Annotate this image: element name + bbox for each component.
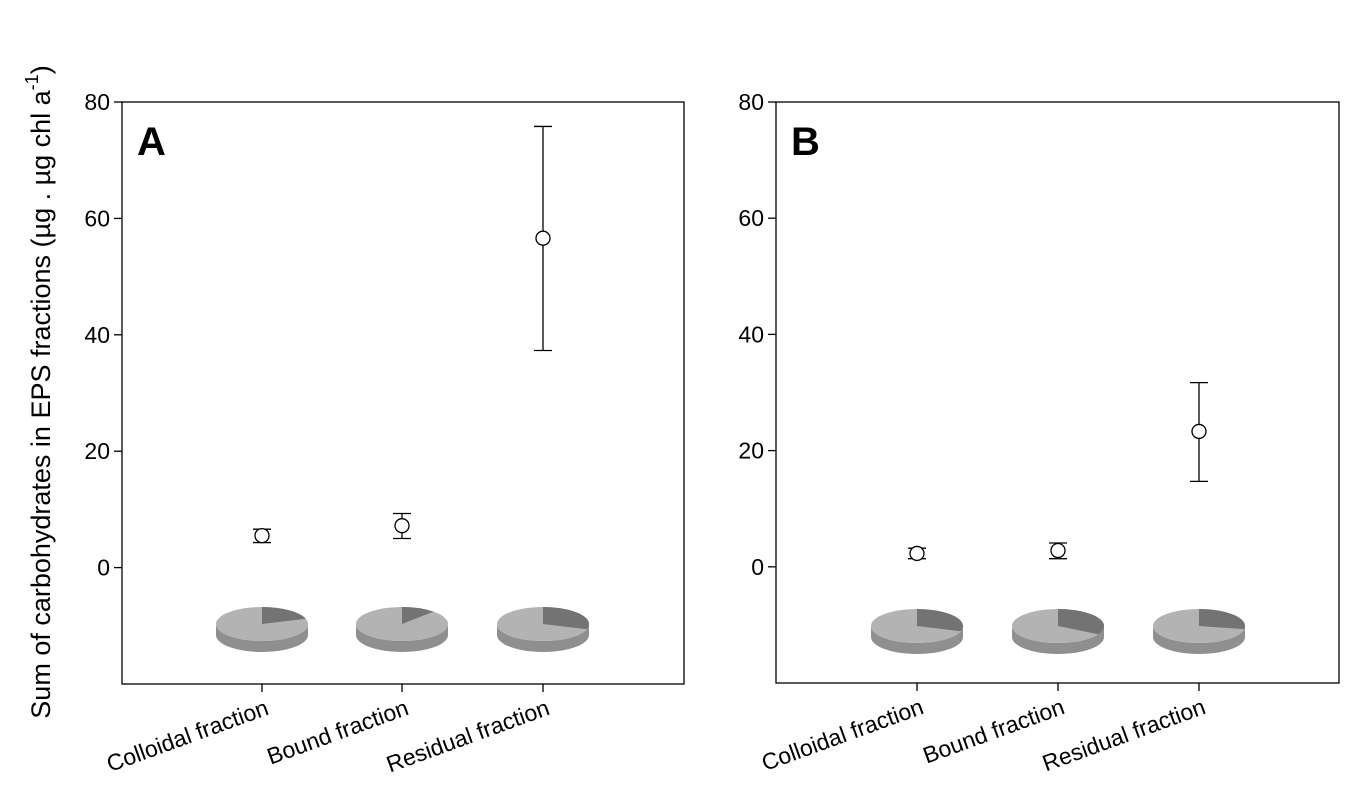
panel-b-pie-2-side: [1153, 626, 1245, 654]
panel-a-ytick-label-40: 40: [84, 322, 110, 348]
panel-a-pie-0: [216, 607, 308, 652]
panel-a-marker-0: [254, 527, 270, 544]
panel-a-ytick-label-20: 20: [84, 438, 110, 464]
panel-b-pie-0-slice-dark: [917, 609, 964, 632]
panel-a-letter: A: [137, 120, 166, 164]
panel-b-category-label-0: Colloidal fraction: [758, 693, 927, 776]
panel-a-marker-2: [535, 230, 551, 246]
panel-a-pie-1-side: [356, 624, 448, 652]
panel-b-pie-0: [871, 609, 964, 654]
panel-b-ytick-label-40: 40: [738, 321, 764, 347]
panel-b-category-label-2: Residual fraction: [1039, 693, 1209, 776]
panel-a-ytick-label-60: 60: [84, 205, 110, 231]
y-axis-label-main: Sum of carbohydrates in EPS fractions (µ…: [26, 89, 56, 718]
panel-b-pie-1-side: [1012, 626, 1104, 654]
panel-b-marker-2: [1191, 423, 1207, 440]
panel-b-pie-1-slice-dark: [1058, 609, 1104, 635]
panel-b-marker-0: [909, 545, 925, 562]
panel-a-ytick-label-80: 80: [84, 89, 110, 115]
panel-a-plot-frame: [121, 101, 685, 685]
panel-a-pie-1: [356, 607, 448, 652]
panel-a-pie-0-side: [216, 624, 308, 652]
panel-b-ytick-label-80: 80: [738, 89, 764, 115]
panel-a-category-label-2: Residual fraction: [383, 694, 553, 777]
panel-a-pie-2-slice-dark: [543, 607, 589, 630]
panel-b-ytick-label-0: 0: [751, 554, 764, 580]
panel-b-pie-2: [1153, 609, 1245, 654]
panel-b-pie-2-slice-dark: [1199, 609, 1245, 630]
panel-a-pie-2-side: [497, 624, 589, 652]
panel-b-plot-frame: [775, 101, 1340, 684]
panel-a-marker-1: [394, 518, 410, 534]
panel-b-pie-0-side: [871, 626, 963, 654]
panel-a-pie-2: [497, 607, 589, 652]
panel-a-pie-0-slice-dark: [262, 607, 306, 624]
y-axis-label-superscript: -1: [22, 74, 42, 90]
panel-b-letter: B: [791, 120, 820, 164]
panel-a-category-label-0: Colloidal fraction: [103, 694, 272, 777]
panel-a-pie-1-slice-dark: [402, 607, 434, 624]
y-axis-label: Sum of carbohydrates in EPS fractions (µ…: [22, 65, 56, 718]
panel-a-ytick-label-0: 0: [97, 555, 110, 581]
panel-b-pie-1: [1012, 609, 1104, 654]
panel-b-ytick-label-20: 20: [738, 438, 764, 464]
panel-b-ytick-label-60: 60: [738, 205, 764, 231]
panel-b-marker-1: [1050, 542, 1066, 559]
y-axis-label-close: ): [26, 65, 56, 74]
